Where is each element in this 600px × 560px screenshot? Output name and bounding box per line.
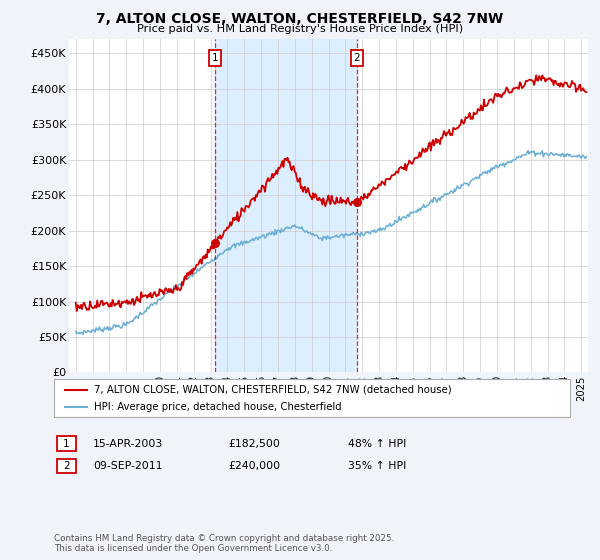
Text: 2: 2 (353, 53, 360, 63)
Text: £240,000: £240,000 (228, 461, 280, 471)
Text: Contains HM Land Registry data © Crown copyright and database right 2025.
This d: Contains HM Land Registry data © Crown c… (54, 534, 394, 553)
Text: 35% ↑ HPI: 35% ↑ HPI (348, 461, 406, 471)
Text: 7, ALTON CLOSE, WALTON, CHESTERFIELD, S42 7NW: 7, ALTON CLOSE, WALTON, CHESTERFIELD, S4… (97, 12, 503, 26)
Text: HPI: Average price, detached house, Chesterfield: HPI: Average price, detached house, Ches… (94, 402, 342, 412)
Text: 2: 2 (63, 461, 70, 471)
Text: £182,500: £182,500 (228, 438, 280, 449)
Text: 09-SEP-2011: 09-SEP-2011 (93, 461, 163, 471)
Bar (215, 39, 357, 372)
Text: 15-APR-2003: 15-APR-2003 (93, 438, 163, 449)
Text: 1: 1 (212, 53, 218, 63)
Text: 1: 1 (63, 438, 70, 449)
Text: 48% ↑ HPI: 48% ↑ HPI (348, 438, 406, 449)
Text: Price paid vs. HM Land Registry's House Price Index (HPI): Price paid vs. HM Land Registry's House … (137, 24, 463, 34)
Text: 7, ALTON CLOSE, WALTON, CHESTERFIELD, S42 7NW (detached house): 7, ALTON CLOSE, WALTON, CHESTERFIELD, S4… (94, 385, 452, 395)
